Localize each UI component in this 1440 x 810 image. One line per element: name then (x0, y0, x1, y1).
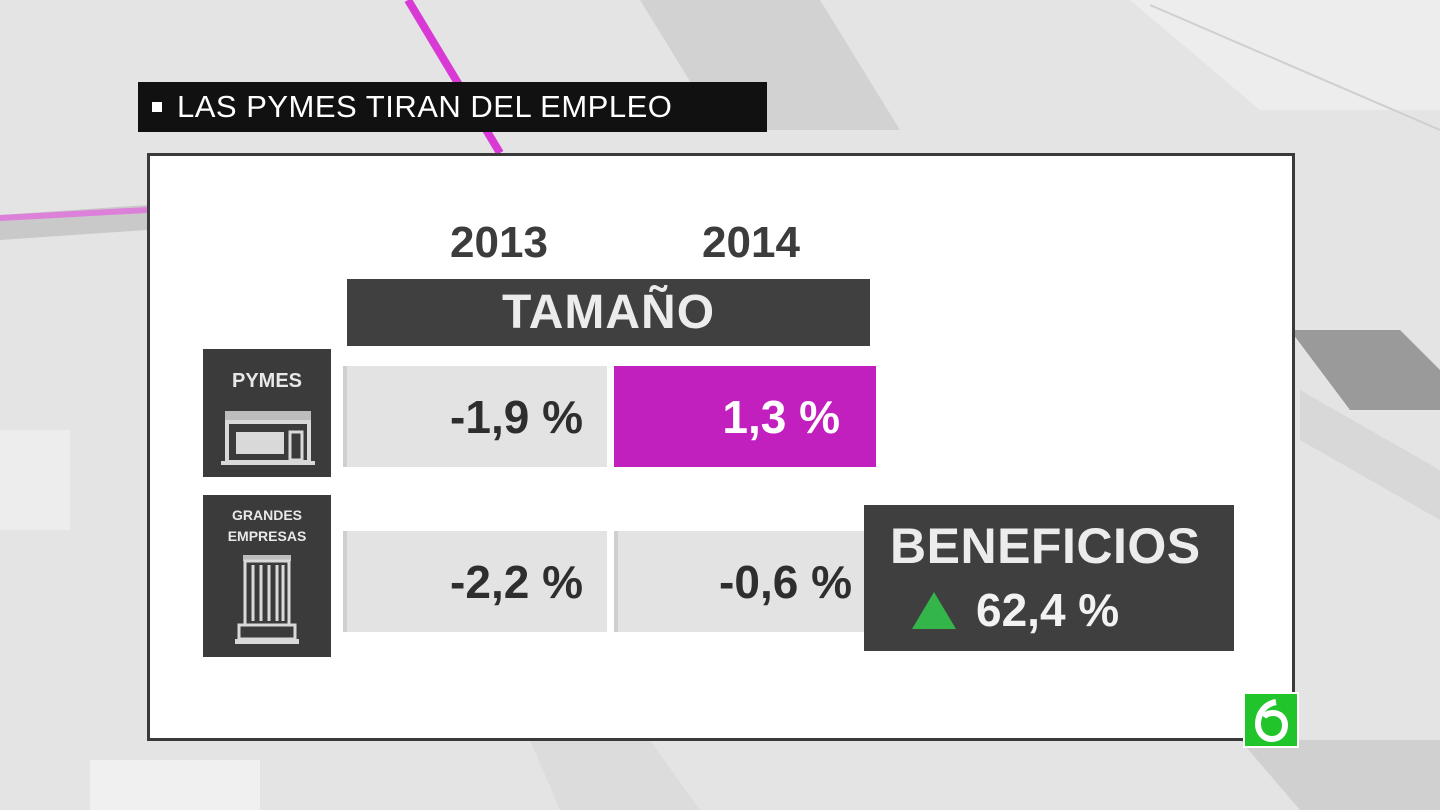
headline-bullet (152, 102, 162, 112)
up-triangle-icon (912, 591, 956, 629)
value-cell-grandes-2013: -2,2 % (343, 531, 607, 632)
row-label-text: GRANDES EMPRESAS (203, 505, 331, 547)
beneficios-label: BENEFICIOS (890, 518, 1201, 574)
beneficios-box: BENEFICIOS 62,4 % (864, 505, 1234, 651)
beneficios-value: 62,4 % (976, 584, 1120, 636)
value-cell-pymes-2013: -1,9 % (343, 366, 607, 467)
office-building-icon (235, 555, 299, 644)
row-label-pymes: PYMES (203, 349, 331, 477)
storefront-icon (221, 411, 315, 465)
headline-bar: LAS PYMES TIRAN DEL EMPLEO (138, 82, 767, 132)
value-cell-pymes-2014: 1,3 % (614, 366, 876, 467)
row-label-grandes-empresas: GRANDES EMPRESAS (203, 495, 331, 657)
row-label-text: PYMES (231, 370, 303, 392)
row-label-line: EMPRESAS (227, 528, 307, 544)
section-header-tamano: TAMAÑO (347, 279, 870, 346)
row-label-line: GRANDES (231, 507, 302, 523)
la-sexta-logo-icon (1243, 692, 1299, 748)
beneficios-row: 62,4 % (912, 583, 1119, 637)
year-header-2014: 2014 (702, 218, 800, 267)
year-header-2013: 2013 (450, 218, 548, 267)
headline-text: LAS PYMES TIRAN DEL EMPLEO (177, 89, 673, 124)
value-cell-grandes-2014: -0,6 % (614, 531, 876, 632)
